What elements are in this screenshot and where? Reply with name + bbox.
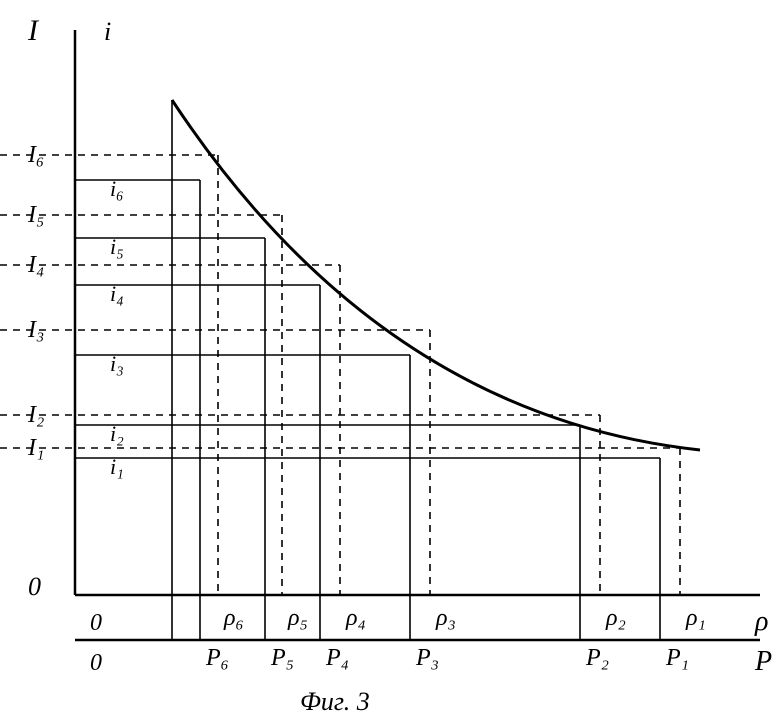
- label-i-axis: i: [104, 17, 111, 46]
- label-i3: i₃: [110, 351, 124, 376]
- label-I3: I₃: [27, 317, 44, 343]
- label-P1: P₁: [665, 645, 689, 671]
- label-I-axis: I: [27, 14, 40, 47]
- label-P4: P₄: [325, 645, 349, 671]
- label-rho-axis-end: ρ: [754, 606, 768, 637]
- label-p-origin: 0: [90, 650, 102, 676]
- curve: [172, 100, 700, 450]
- label-i6: i₆: [110, 176, 124, 201]
- label-I1: I₁: [27, 435, 44, 461]
- label-i2: i₂: [110, 421, 124, 446]
- label-I5: I₅: [27, 202, 44, 228]
- label-rho6: ρ₆: [223, 605, 244, 631]
- label-rho-origin: 0: [90, 610, 102, 636]
- label-I2: I₂: [27, 402, 44, 428]
- label-P5: P₅: [270, 645, 294, 671]
- label-rho5: ρ₅: [287, 605, 308, 631]
- label-rho4: ρ₄: [345, 605, 366, 631]
- label-P6: P₆: [205, 645, 229, 671]
- label-i5: i₅: [110, 234, 124, 259]
- label-I6: I₆: [27, 142, 44, 168]
- figure-caption: Фиг. 3: [300, 687, 370, 716]
- label-i4: i₄: [110, 281, 124, 306]
- label-rho1: ρ₁: [685, 605, 706, 631]
- label-y-origin: 0: [28, 572, 41, 601]
- label-rho3: ρ₃: [435, 605, 456, 631]
- label-rho2: ρ₂: [605, 605, 626, 631]
- label-P3: P₃: [415, 645, 439, 671]
- label-I4: I₄: [27, 252, 44, 278]
- label-P-axis-end: P: [754, 646, 772, 677]
- label-P2: P₂: [585, 645, 609, 671]
- figure-svg: Ii 0 I₁ i₁ I₂ i₂ I₃ i₃ I₄ i₄ I₅ i₅ I₆ i₆ 0 ρ₆ ρ₅ ρ₄ ρ₃ ρ₂ ρ₁…: [0, 0, 780, 725]
- label-i1: i₁: [110, 454, 124, 479]
